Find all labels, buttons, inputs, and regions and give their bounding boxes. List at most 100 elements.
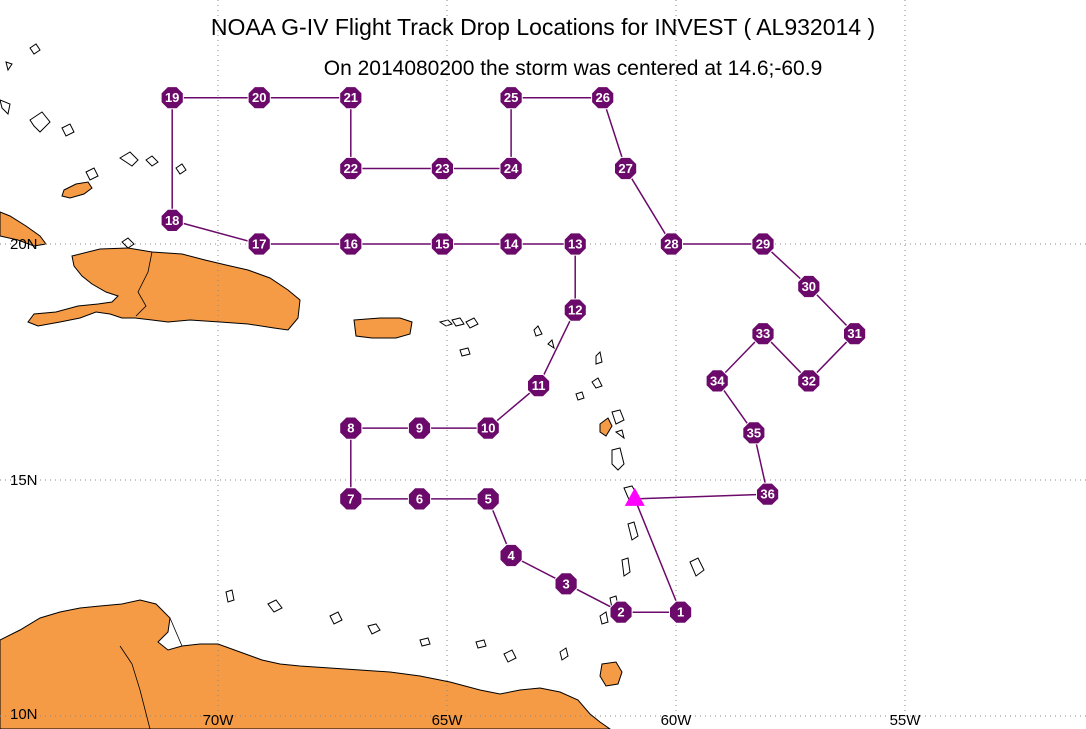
drop-station-4: 4 bbox=[499, 543, 523, 568]
drop-station-20: 20 bbox=[247, 86, 271, 110]
island-outline bbox=[533, 325, 543, 337]
station-marker bbox=[756, 482, 780, 506]
station-label: 21 bbox=[344, 90, 358, 105]
station-marker bbox=[476, 416, 500, 440]
island-outline bbox=[627, 521, 639, 541]
island-outline bbox=[465, 317, 479, 329]
station-marker bbox=[554, 572, 578, 596]
station-marker bbox=[499, 86, 523, 110]
station-label: 34 bbox=[710, 373, 725, 388]
station-label: 29 bbox=[756, 237, 770, 252]
land-layer bbox=[0, 181, 623, 729]
tortola-land bbox=[438, 319, 453, 327]
drop-station-9: 9 bbox=[407, 416, 432, 440]
island-outline bbox=[29, 111, 51, 133]
station-marker bbox=[614, 156, 638, 181]
guadeloupe-land bbox=[599, 417, 613, 437]
lat-tick-label: 15N bbox=[10, 472, 38, 489]
station-label: 11 bbox=[532, 378, 546, 393]
island-outline bbox=[614, 429, 625, 440]
border-line bbox=[169, 617, 183, 647]
drop-station-3: 3 bbox=[554, 572, 578, 596]
station-marker bbox=[407, 487, 432, 511]
station-label: 32 bbox=[802, 373, 816, 388]
island-outline bbox=[689, 557, 705, 577]
station-marker bbox=[563, 232, 587, 256]
station-marker bbox=[843, 322, 867, 346]
station-marker bbox=[751, 232, 775, 256]
drop-station-31: 31 bbox=[843, 322, 867, 346]
island-outline bbox=[611, 447, 625, 471]
island-outline bbox=[591, 377, 603, 389]
station-label: 28 bbox=[664, 237, 678, 252]
drop-station-24: 24 bbox=[499, 156, 523, 181]
island-outline bbox=[121, 237, 135, 249]
island-outline bbox=[61, 123, 75, 137]
island-outline bbox=[119, 151, 139, 167]
station-label: 13 bbox=[568, 237, 582, 252]
station-marker bbox=[430, 156, 454, 181]
station-label: 4 bbox=[508, 548, 516, 563]
drop-station-34: 34 bbox=[705, 369, 729, 393]
station-marker bbox=[797, 369, 821, 393]
station-marker bbox=[247, 86, 271, 110]
station-label: 35 bbox=[747, 425, 761, 440]
station-label: 1 bbox=[677, 605, 684, 620]
lon-tick-label: 65W bbox=[432, 712, 464, 729]
station-marker bbox=[339, 232, 363, 256]
station-label: 12 bbox=[568, 303, 582, 318]
station-label: 24 bbox=[504, 161, 519, 176]
station-label: 3 bbox=[562, 576, 569, 591]
station-marker bbox=[339, 416, 363, 440]
island-outline bbox=[547, 339, 555, 350]
island-outline bbox=[419, 637, 431, 647]
island-outline bbox=[599, 611, 609, 625]
station-marker bbox=[591, 86, 615, 110]
drop-station-19: 19 bbox=[160, 86, 184, 110]
island-outline bbox=[559, 647, 569, 661]
island-outline bbox=[0, 99, 11, 116]
drop-station-6: 6 bbox=[407, 487, 432, 511]
borders bbox=[119, 251, 183, 729]
drop-station-35: 35 bbox=[742, 421, 766, 445]
island-outline bbox=[475, 639, 487, 649]
station-marker bbox=[407, 416, 432, 440]
station-label: 9 bbox=[416, 421, 423, 436]
station-marker bbox=[476, 487, 500, 511]
station-marker bbox=[705, 369, 729, 393]
station-label: 25 bbox=[504, 90, 518, 105]
station-label: 27 bbox=[618, 161, 632, 176]
station-label: 17 bbox=[252, 237, 266, 252]
station-marker bbox=[160, 208, 184, 232]
island-outline bbox=[5, 61, 13, 72]
drop-station-26: 26 bbox=[591, 86, 615, 110]
drop-station-25: 25 bbox=[499, 86, 523, 110]
lat-tick-label: 20N bbox=[10, 236, 38, 253]
drop-station-17: 17 bbox=[247, 232, 271, 256]
station-marker bbox=[339, 487, 363, 511]
station-marker bbox=[797, 274, 821, 299]
lon-tick-label: 55W bbox=[890, 712, 922, 729]
map-title: NOAA G-IV Flight Track Drop Locations fo… bbox=[210, 14, 876, 40]
station-marker bbox=[563, 298, 587, 322]
station-marker bbox=[247, 232, 271, 256]
lon-tick-label: 60W bbox=[661, 712, 693, 729]
station-label: 2 bbox=[617, 605, 624, 620]
station-label: 31 bbox=[847, 326, 861, 341]
island-outline bbox=[575, 391, 585, 401]
station-label: 7 bbox=[347, 491, 354, 506]
island-outline bbox=[367, 623, 381, 635]
drop-station-28: 28 bbox=[659, 232, 683, 256]
drop-station-2: 2 bbox=[609, 600, 633, 624]
station-label: 30 bbox=[802, 279, 816, 294]
drop-station-15: 15 bbox=[430, 232, 454, 256]
drop-station-12: 12 bbox=[563, 298, 587, 322]
station-label: 14 bbox=[504, 237, 519, 252]
drop-station-21: 21 bbox=[339, 86, 363, 110]
station-marker bbox=[751, 322, 775, 346]
station-marker bbox=[499, 156, 523, 181]
station-label: 8 bbox=[347, 421, 354, 436]
drop-station-36: 36 bbox=[756, 482, 780, 506]
